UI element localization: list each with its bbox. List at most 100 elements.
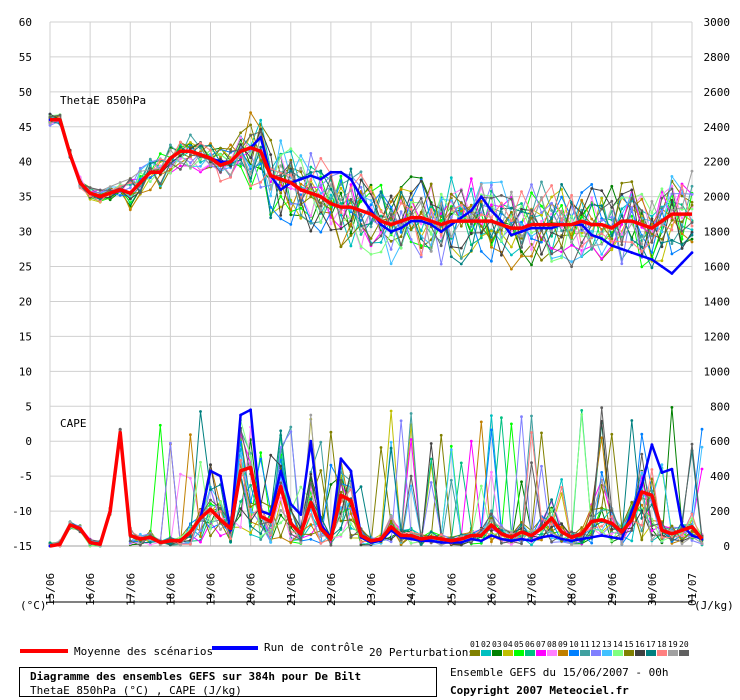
perturbation-16-thetae-point (219, 157, 222, 161)
perturbation-16-thetae-point (620, 192, 624, 196)
control-cape-line-point (520, 537, 523, 541)
perturbation-07-thetae-point (490, 203, 493, 207)
perturbation-19-thetae-point (660, 223, 664, 227)
x-tick-label: 26/06 (485, 573, 498, 606)
control-thetae-line-point (620, 247, 624, 251)
control-thetae-line-point (429, 223, 433, 227)
perturbation-14-cape-point (219, 500, 222, 504)
control-cape-line-point (479, 539, 483, 543)
perturbation-10-thetae-point (148, 176, 152, 180)
perturbation-13-thetae-point (449, 199, 453, 202)
perturbation-18-thetae-point (630, 240, 634, 244)
perturbation-17-thetae-point (449, 255, 453, 258)
perturbation-18-thetae-point (379, 210, 383, 214)
perturbation-20-thetae-point (309, 183, 313, 186)
perturbation-19-thetae-point (479, 182, 483, 186)
perturbation-12-cape-point (199, 529, 202, 532)
perturbation-13-thetae-point (279, 139, 283, 143)
perturbation-07-thetae-point (179, 164, 182, 168)
perturbation-20-thetae-point (229, 149, 233, 153)
control-thetae-line-point (530, 226, 533, 230)
perturbation-20-thetae-point (148, 166, 152, 170)
perturbation-11-thetae-point (459, 257, 463, 260)
legend-pert-swatch (635, 650, 645, 656)
perturbation-11-thetae-point (299, 213, 303, 217)
x-tick-label: 22/06 (325, 573, 338, 606)
chart-title: Diagramme des ensembles GEFS sur 384h po… (30, 670, 362, 683)
perturbation-20-cape-point (630, 529, 634, 532)
perturbation-20-thetae-point (500, 194, 503, 197)
perturbation-15-thetae-point (449, 192, 453, 196)
perturbation-14-thetae-point (660, 187, 664, 191)
y-right-tick-label: 0 (723, 540, 730, 553)
perturbation-09-thetae-point (209, 142, 212, 145)
perturbation-05-thetae-point (540, 204, 543, 208)
perturbation-13-thetae-point (490, 181, 493, 185)
perturbation-19-thetae-point (600, 242, 604, 246)
legend: Moyenne des scénarios Run de contrôle 20 P… (20, 640, 689, 659)
y-left-tick-label: 45 (19, 121, 32, 134)
perturbation-20-thetae-point (369, 243, 373, 247)
perturbation-20-cape-point (209, 498, 212, 502)
perturbation-14-cape-point (580, 413, 584, 416)
control-cape-line-point (409, 537, 413, 541)
perturbation-14-thetae-point (279, 154, 283, 157)
y-left-tick-label: -5 (19, 470, 32, 483)
perturbation-14-thetae-point (299, 158, 303, 162)
perturbation-18-thetae-point (319, 157, 323, 160)
perturbation-13-thetae-point (670, 175, 674, 178)
perturbation-15-thetae-point (419, 210, 423, 214)
control-cape-line-point (610, 535, 614, 539)
perturbation-04-thetae-point (189, 141, 192, 144)
perturbation-05-cape (49, 423, 703, 547)
perturbation-03-cape-point (279, 513, 283, 517)
perturbation-16-cape-point (490, 529, 493, 532)
perturbation-16-thetae-point (580, 211, 584, 215)
perturbation-19-cape-point (309, 413, 313, 417)
perturbation-03-thetae-point (409, 175, 413, 179)
mean-thetae-line (50, 118, 692, 230)
perturbation-20-cape-point (118, 427, 122, 431)
perturbation-20-thetae-point (399, 243, 403, 247)
perturbation-14-thetae-point (169, 171, 172, 175)
perturbation-14-cape-point (299, 485, 303, 489)
perturbation-09-cape-point (560, 525, 563, 529)
perturbation-05-cape-point (209, 502, 212, 505)
perturbation-20-thetae-point (490, 196, 493, 200)
legend-pert-number: 13 (602, 640, 612, 649)
control-thetae-line-point (449, 223, 453, 227)
perturbation-15-thetae-point (479, 224, 483, 228)
perturbation-17-thetae-point (479, 203, 483, 207)
control-thetae-line-point (660, 265, 664, 268)
y-right-tick-label: 2600 (704, 86, 731, 99)
perturbation-14-cape-point (339, 533, 343, 537)
perturbation-18-thetae-point (259, 180, 263, 184)
control-thetae-line-point (399, 226, 403, 230)
perturbation-02-thetae-point (349, 244, 353, 248)
perturbation-16-thetae-point (590, 187, 594, 190)
perturbation-17-thetae-point (469, 249, 473, 253)
y-left-tick-label: 35 (19, 191, 32, 204)
perturbation-20-thetae-point (279, 174, 283, 177)
control-cape-line-point (570, 539, 573, 543)
y-left-tick-label: -10 (12, 505, 32, 518)
perturbation-20-cape-point (520, 542, 523, 546)
perturbation-18-thetae-point (570, 193, 573, 197)
perturbation-10-thetae-point (279, 217, 283, 221)
perturbation-12-thetae-point (610, 215, 614, 219)
perturbation-12-thetae-point (289, 202, 293, 206)
perturbation-10-thetae-point (650, 251, 654, 254)
perturbation-16-thetae-point (108, 195, 112, 199)
perturbation-09-thetae-point (580, 198, 584, 202)
perturbation-16-cape-point (550, 525, 553, 529)
perturbation-10-thetae-point (259, 162, 263, 166)
x-tick-label: 30/06 (646, 573, 659, 606)
perturbation-08-thetae-point (419, 222, 423, 226)
perturbation-17-thetae-point (610, 234, 614, 238)
mean-cape-line (49, 430, 704, 548)
perturbation-15-thetae-point (530, 216, 533, 220)
perturbation-11-cape-point (319, 440, 323, 444)
legend-pert-swatch (503, 650, 513, 656)
legend-pert-number: 01 (470, 640, 480, 649)
perturbation-16-thetae-point (409, 191, 413, 195)
